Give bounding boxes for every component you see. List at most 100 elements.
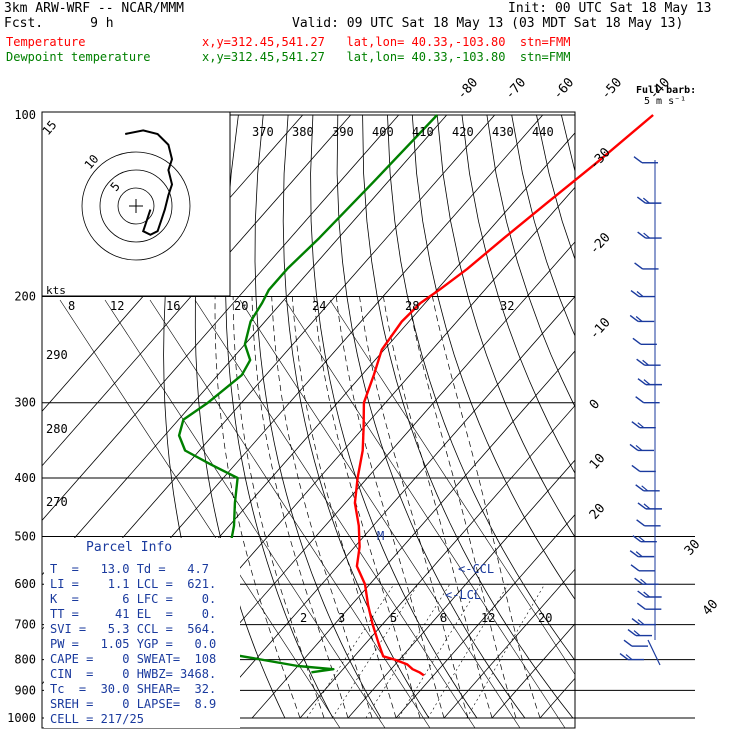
theta-label: 420 bbox=[452, 125, 474, 139]
hodograph-trace bbox=[125, 129, 174, 236]
wind-barb bbox=[635, 484, 660, 492]
moist-adiabat-line bbox=[335, 296, 445, 719]
dry-adiabat-line bbox=[436, 114, 575, 538]
model-title: 3km ARW-WRF -- NCAR/MMM bbox=[4, 1, 185, 16]
dry-adiabat-line bbox=[461, 114, 575, 474]
theta-e-label: 270 bbox=[46, 495, 68, 509]
parcel-info-row: TT = 41 EL = 0. bbox=[50, 607, 217, 621]
full-barb-label: Full barb: bbox=[636, 85, 697, 96]
dry-adiabat-line bbox=[661, 115, 740, 718]
parcel-info-row: Tc = 30.0 SHEAR= 32. bbox=[50, 682, 217, 696]
wind-barb bbox=[637, 590, 662, 598]
wind-barb bbox=[636, 358, 661, 366]
hodograph-ring bbox=[99, 169, 173, 243]
wind-barb bbox=[636, 196, 662, 204]
wind-barb bbox=[633, 156, 658, 164]
theta-e-label: 280 bbox=[46, 422, 68, 436]
wind-barb bbox=[629, 314, 655, 323]
isotherm-label: 30 bbox=[682, 537, 704, 559]
theta-label: 370 bbox=[252, 125, 274, 139]
hodograph-speed-label: 32 bbox=[500, 299, 514, 313]
hodograph-speed-label: 16 bbox=[166, 299, 180, 313]
isotherm-label: 10 bbox=[587, 451, 609, 473]
hodograph-kts-label: kts bbox=[46, 284, 66, 297]
dry-adiabat-line bbox=[536, 114, 575, 261]
dry-adiabat-line bbox=[225, 114, 334, 719]
pressure-label: 1000 bbox=[7, 711, 36, 725]
parcel-info-row: SVI = 5.3 CCL = 564. bbox=[50, 622, 217, 636]
dewpoint-location: x,y=312.45,541.27 lat,lon= 40.33,-103.80… bbox=[202, 50, 571, 64]
parcel-info-panel: Parcel Info T = 13.0 Td = 4.7 LI = 1.1 LC… bbox=[44, 538, 240, 728]
mixing-ratio-line bbox=[332, 584, 419, 719]
theta-label: 390 bbox=[332, 125, 354, 139]
parcel-info-row: T = 13.0 Td = 4.7 bbox=[50, 562, 209, 576]
pressure-label: 900 bbox=[14, 683, 36, 697]
isotherm-line bbox=[443, 568, 575, 719]
dry-adiabat-line bbox=[636, 115, 740, 718]
moist-adiabat-line bbox=[251, 296, 349, 719]
isotherm-line bbox=[42, 114, 352, 467]
isotherm-line bbox=[395, 514, 575, 719]
mixing-ratio-label: 12 bbox=[481, 611, 495, 625]
plot-frame bbox=[41, 111, 576, 729]
wind-barb bbox=[627, 629, 652, 637]
dry-adiabat-line bbox=[711, 115, 740, 718]
hodograph-guide-line bbox=[194, 299, 476, 728]
isotherm-label: -40 bbox=[646, 75, 673, 102]
wind-barb bbox=[629, 550, 655, 558]
mixing-ratio-label: 2 bbox=[300, 611, 307, 625]
valid-time: Valid: 09 UTC Sat 18 May 13 (03 MDT Sat … bbox=[292, 16, 684, 31]
parcel-info-title: Parcel Info bbox=[86, 540, 173, 555]
mixing-ratio-line bbox=[365, 584, 451, 719]
wind-barb bbox=[637, 231, 662, 239]
temperature-series-line bbox=[353, 114, 654, 677]
mixing-ratio-label: 3 bbox=[338, 611, 345, 625]
wind-barb bbox=[619, 653, 644, 661]
wind-barb bbox=[630, 564, 655, 572]
pressure-label: 600 bbox=[14, 577, 36, 591]
wind-barb bbox=[637, 378, 662, 386]
wind-barb bbox=[635, 396, 660, 404]
dewpoint-legend: Dewpoint temperature bbox=[6, 50, 151, 64]
isotherm-line bbox=[491, 623, 575, 719]
parcel-info-row: SREH = 0 LAPSE= 8.9 bbox=[50, 697, 217, 711]
m-marker: M bbox=[377, 529, 385, 543]
theta-label: 430 bbox=[492, 125, 514, 139]
isotherm-label: -20 bbox=[587, 230, 614, 257]
ccl-marker: <-CCL bbox=[458, 562, 495, 576]
isotherm-line bbox=[539, 677, 575, 719]
hodograph-guide-line bbox=[284, 299, 566, 728]
moist-adiabat-line bbox=[432, 296, 541, 719]
dry-adiabat-line bbox=[561, 114, 575, 174]
hodograph-ring bbox=[81, 151, 191, 261]
isotherm-line bbox=[299, 404, 575, 719]
dry-adiabat-line bbox=[336, 114, 526, 719]
hodograph-guide-line bbox=[104, 299, 386, 728]
isotherm-label: -10 bbox=[587, 315, 614, 342]
dry-adiabat-line bbox=[387, 114, 575, 662]
isotherm-line bbox=[251, 350, 575, 719]
parcel-info-row: PW = 1.05 YGP = 0.0 bbox=[50, 637, 217, 651]
mixing-ratio-line bbox=[466, 584, 545, 719]
temperature-location: x,y=312.45,541.27 lat,lon= 40.33,-103.80… bbox=[202, 35, 571, 49]
hodograph-speed-label: 28 bbox=[405, 299, 419, 313]
pressure-label: 700 bbox=[14, 618, 36, 632]
wind-barb bbox=[637, 502, 662, 510]
isotherm-label: 40 bbox=[700, 597, 722, 619]
wind-barb bbox=[631, 421, 656, 429]
forecast-hour: Fcst. 9 h bbox=[4, 16, 114, 31]
wind-barb bbox=[634, 577, 659, 585]
wind-barb bbox=[631, 464, 656, 473]
wind-staff bbox=[647, 639, 661, 666]
isotherm-label: -60 bbox=[550, 75, 577, 102]
wind-barb bbox=[634, 262, 659, 270]
hodograph-speed-label: 20 bbox=[234, 299, 248, 313]
isotherm-label: -50 bbox=[598, 75, 625, 102]
isotherm-label: -70 bbox=[502, 75, 529, 102]
dry-adiabat-line bbox=[486, 114, 575, 408]
mixing-ratio-label: 5 bbox=[390, 611, 397, 625]
mixing-ratio-line bbox=[306, 584, 395, 719]
theta-label: 380 bbox=[292, 125, 314, 139]
dry-adiabat-line bbox=[254, 114, 382, 719]
hodograph-speed-label: 12 bbox=[110, 299, 124, 313]
